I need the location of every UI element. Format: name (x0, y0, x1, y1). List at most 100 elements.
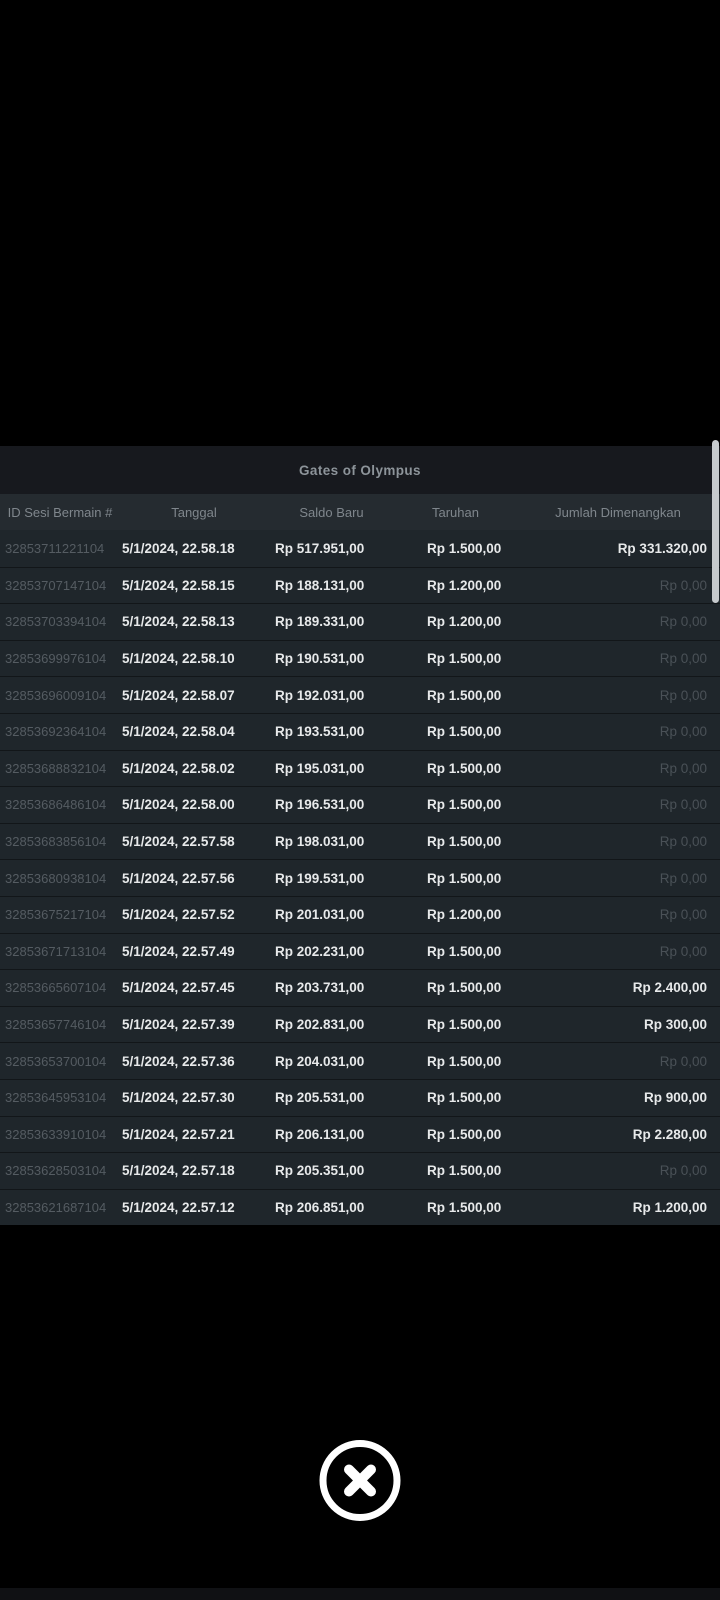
bet-cell: Rp 1.500,00 (427, 1017, 502, 1033)
close-icon (319, 1440, 401, 1521)
session-id-cell: 32853621687104 (5, 1199, 107, 1215)
new-balance-cell: Rp 190.531,00 (275, 651, 365, 667)
date-cell: 5/1/2024, 22.57.12 (122, 1199, 235, 1215)
column-header-amount-won: Jumlah Dimenangkan (555, 504, 681, 520)
table-row: 32853628503104 5/1/2024, 22.57.18 Rp 205… (0, 1152, 720, 1189)
session-id-cell: 32853671713104 (5, 943, 107, 959)
amount-won-cell: Rp 0,00 (659, 797, 707, 813)
bet-cell: Rp 1.500,00 (427, 1126, 502, 1142)
new-balance-cell: Rp 203.731,00 (275, 980, 365, 996)
amount-won-cell: Rp 0,00 (659, 1163, 707, 1179)
date-cell: 5/1/2024, 22.57.30 (122, 1090, 235, 1106)
amount-won-cell: Rp 0,00 (659, 760, 707, 776)
table-row: 32853675217104 5/1/2024, 22.57.52 Rp 201… (0, 895, 720, 933)
table-row: 32853707147104 5/1/2024, 22.58.15 Rp 188… (0, 566, 720, 604)
column-header-date: Tanggal (171, 504, 217, 520)
table-row: 32853711221104 5/1/2024, 22.58.18 Rp 517… (0, 530, 720, 567)
bet-cell: Rp 1.500,00 (427, 797, 502, 813)
session-id-cell: 32853692364104 (5, 724, 107, 740)
bet-cell: Rp 1.500,00 (427, 943, 502, 959)
new-balance-cell: Rp 192.031,00 (275, 687, 365, 703)
bet-cell: Rp 1.500,00 (427, 1090, 502, 1106)
column-header-new-balance: Saldo Baru (299, 504, 364, 520)
new-balance-cell: Rp 206.851,00 (275, 1199, 365, 1215)
table-row: 32853692364104 5/1/2024, 22.58.04 Rp 193… (0, 712, 720, 750)
amount-won-cell: Rp 0,00 (659, 577, 707, 593)
amount-won-cell: Rp 331.320,00 (617, 540, 707, 556)
date-cell: 5/1/2024, 22.58.18 (122, 540, 235, 556)
game-history-modal: Gates of Olympus ID Sesi Bermain # Tangg… (0, 446, 720, 1226)
date-cell: 5/1/2024, 22.58.02 (122, 760, 235, 776)
column-header-bet: Taruhan (432, 504, 479, 520)
table-row: 32853645953104 5/1/2024, 22.57.30 Rp 205… (0, 1078, 720, 1116)
session-id-cell: 32853675217104 (5, 907, 107, 923)
bet-cell: Rp 1.500,00 (427, 870, 502, 886)
date-cell: 5/1/2024, 22.58.13 (122, 614, 235, 630)
game-title: Gates of Olympus (299, 462, 421, 478)
new-balance-cell: Rp 189.331,00 (275, 614, 365, 630)
date-cell: 5/1/2024, 22.57.45 (122, 980, 235, 996)
bet-cell: Rp 1.500,00 (427, 1199, 502, 1215)
bet-cell: Rp 1.200,00 (427, 577, 502, 593)
bet-cell: Rp 1.500,00 (427, 1163, 502, 1179)
session-id-cell: 32853696009104 (5, 687, 107, 703)
table-row: 32853680938104 5/1/2024, 22.57.56 Rp 199… (0, 859, 720, 896)
date-cell: 5/1/2024, 22.58.00 (122, 797, 235, 813)
amount-won-cell: Rp 1.200,00 (632, 1199, 707, 1215)
column-header-session-id: ID Sesi Bermain # (7, 504, 113, 520)
close-button[interactable] (319, 1439, 401, 1522)
new-balance-cell: Rp 196.531,00 (275, 797, 365, 813)
new-balance-cell: Rp 205.351,00 (275, 1163, 365, 1179)
date-cell: 5/1/2024, 22.57.36 (122, 1053, 235, 1069)
session-id-cell: 32853699976104 (5, 651, 107, 667)
bet-cell: Rp 1.200,00 (427, 907, 502, 923)
session-id-cell: 32853633910104 (5, 1126, 107, 1142)
table-row: 32853688832104 5/1/2024, 22.58.02 Rp 195… (0, 749, 720, 787)
session-id-cell: 32853703394104 (5, 614, 107, 630)
table-row: 32853621687104 5/1/2024, 22.57.12 Rp 206… (0, 1188, 720, 1226)
table-row: 32853686486104 5/1/2024, 22.58.00 Rp 196… (0, 786, 720, 823)
bet-cell: Rp 1.500,00 (427, 980, 502, 996)
date-cell: 5/1/2024, 22.58.15 (122, 577, 235, 593)
amount-won-cell: Rp 2.400,00 (632, 980, 707, 996)
date-cell: 5/1/2024, 22.58.07 (122, 687, 235, 703)
table-row: 32853653700104 5/1/2024, 22.57.36 Rp 204… (0, 1042, 720, 1079)
session-id-cell: 32853680938104 (5, 870, 107, 886)
date-cell: 5/1/2024, 22.57.58 (122, 834, 235, 850)
new-balance-cell: Rp 198.031,00 (275, 834, 365, 850)
new-balance-cell: Rp 204.031,00 (275, 1053, 365, 1069)
new-balance-cell: Rp 193.531,00 (275, 724, 365, 740)
session-id-cell: 32853688832104 (5, 760, 107, 776)
bet-cell: Rp 1.500,00 (427, 760, 502, 776)
bottom-bar (0, 1588, 720, 1600)
session-id-cell: 32853665607104 (5, 980, 107, 996)
table-row: 32853699976104 5/1/2024, 22.58.10 Rp 190… (0, 639, 720, 677)
table-row: 32853671713104 5/1/2024, 22.57.49 Rp 202… (0, 932, 720, 970)
bet-cell: Rp 1.500,00 (427, 1053, 502, 1069)
amount-won-cell: Rp 900,00 (643, 1090, 707, 1106)
scrollbar-thumb[interactable] (712, 440, 719, 603)
date-cell: 5/1/2024, 22.57.18 (122, 1163, 235, 1179)
date-cell: 5/1/2024, 22.58.10 (122, 651, 235, 667)
modal-titlebar: Gates of Olympus (0, 446, 720, 494)
table-header-row: ID Sesi Bermain # Tanggal Saldo Baru Tar… (0, 494, 720, 530)
history-table-body: 32853711221104 5/1/2024, 22.58.18 Rp 517… (0, 530, 720, 1226)
amount-won-cell: Rp 0,00 (659, 907, 707, 923)
amount-won-cell: Rp 0,00 (659, 1053, 707, 1069)
amount-won-cell: Rp 0,00 (659, 651, 707, 667)
new-balance-cell: Rp 205.531,00 (275, 1090, 365, 1106)
new-balance-cell: Rp 201.031,00 (275, 907, 365, 923)
table-row: 32853633910104 5/1/2024, 22.57.21 Rp 206… (0, 1115, 720, 1153)
session-id-cell: 32853683856104 (5, 834, 107, 850)
date-cell: 5/1/2024, 22.57.52 (122, 907, 235, 923)
date-cell: 5/1/2024, 22.58.04 (122, 724, 235, 740)
session-id-cell: 32853686486104 (5, 797, 107, 813)
amount-won-cell: Rp 0,00 (659, 614, 707, 630)
table-row: 32853703394104 5/1/2024, 22.58.13 Rp 189… (0, 603, 720, 640)
session-id-cell: 32853645953104 (5, 1090, 107, 1106)
session-id-cell: 32853711221104 (5, 540, 105, 556)
table-row: 32853657746104 5/1/2024, 22.57.39 Rp 202… (0, 1005, 720, 1043)
amount-won-cell: Rp 0,00 (659, 870, 707, 886)
amount-won-cell: Rp 0,00 (659, 943, 707, 959)
new-balance-cell: Rp 199.531,00 (275, 870, 365, 886)
